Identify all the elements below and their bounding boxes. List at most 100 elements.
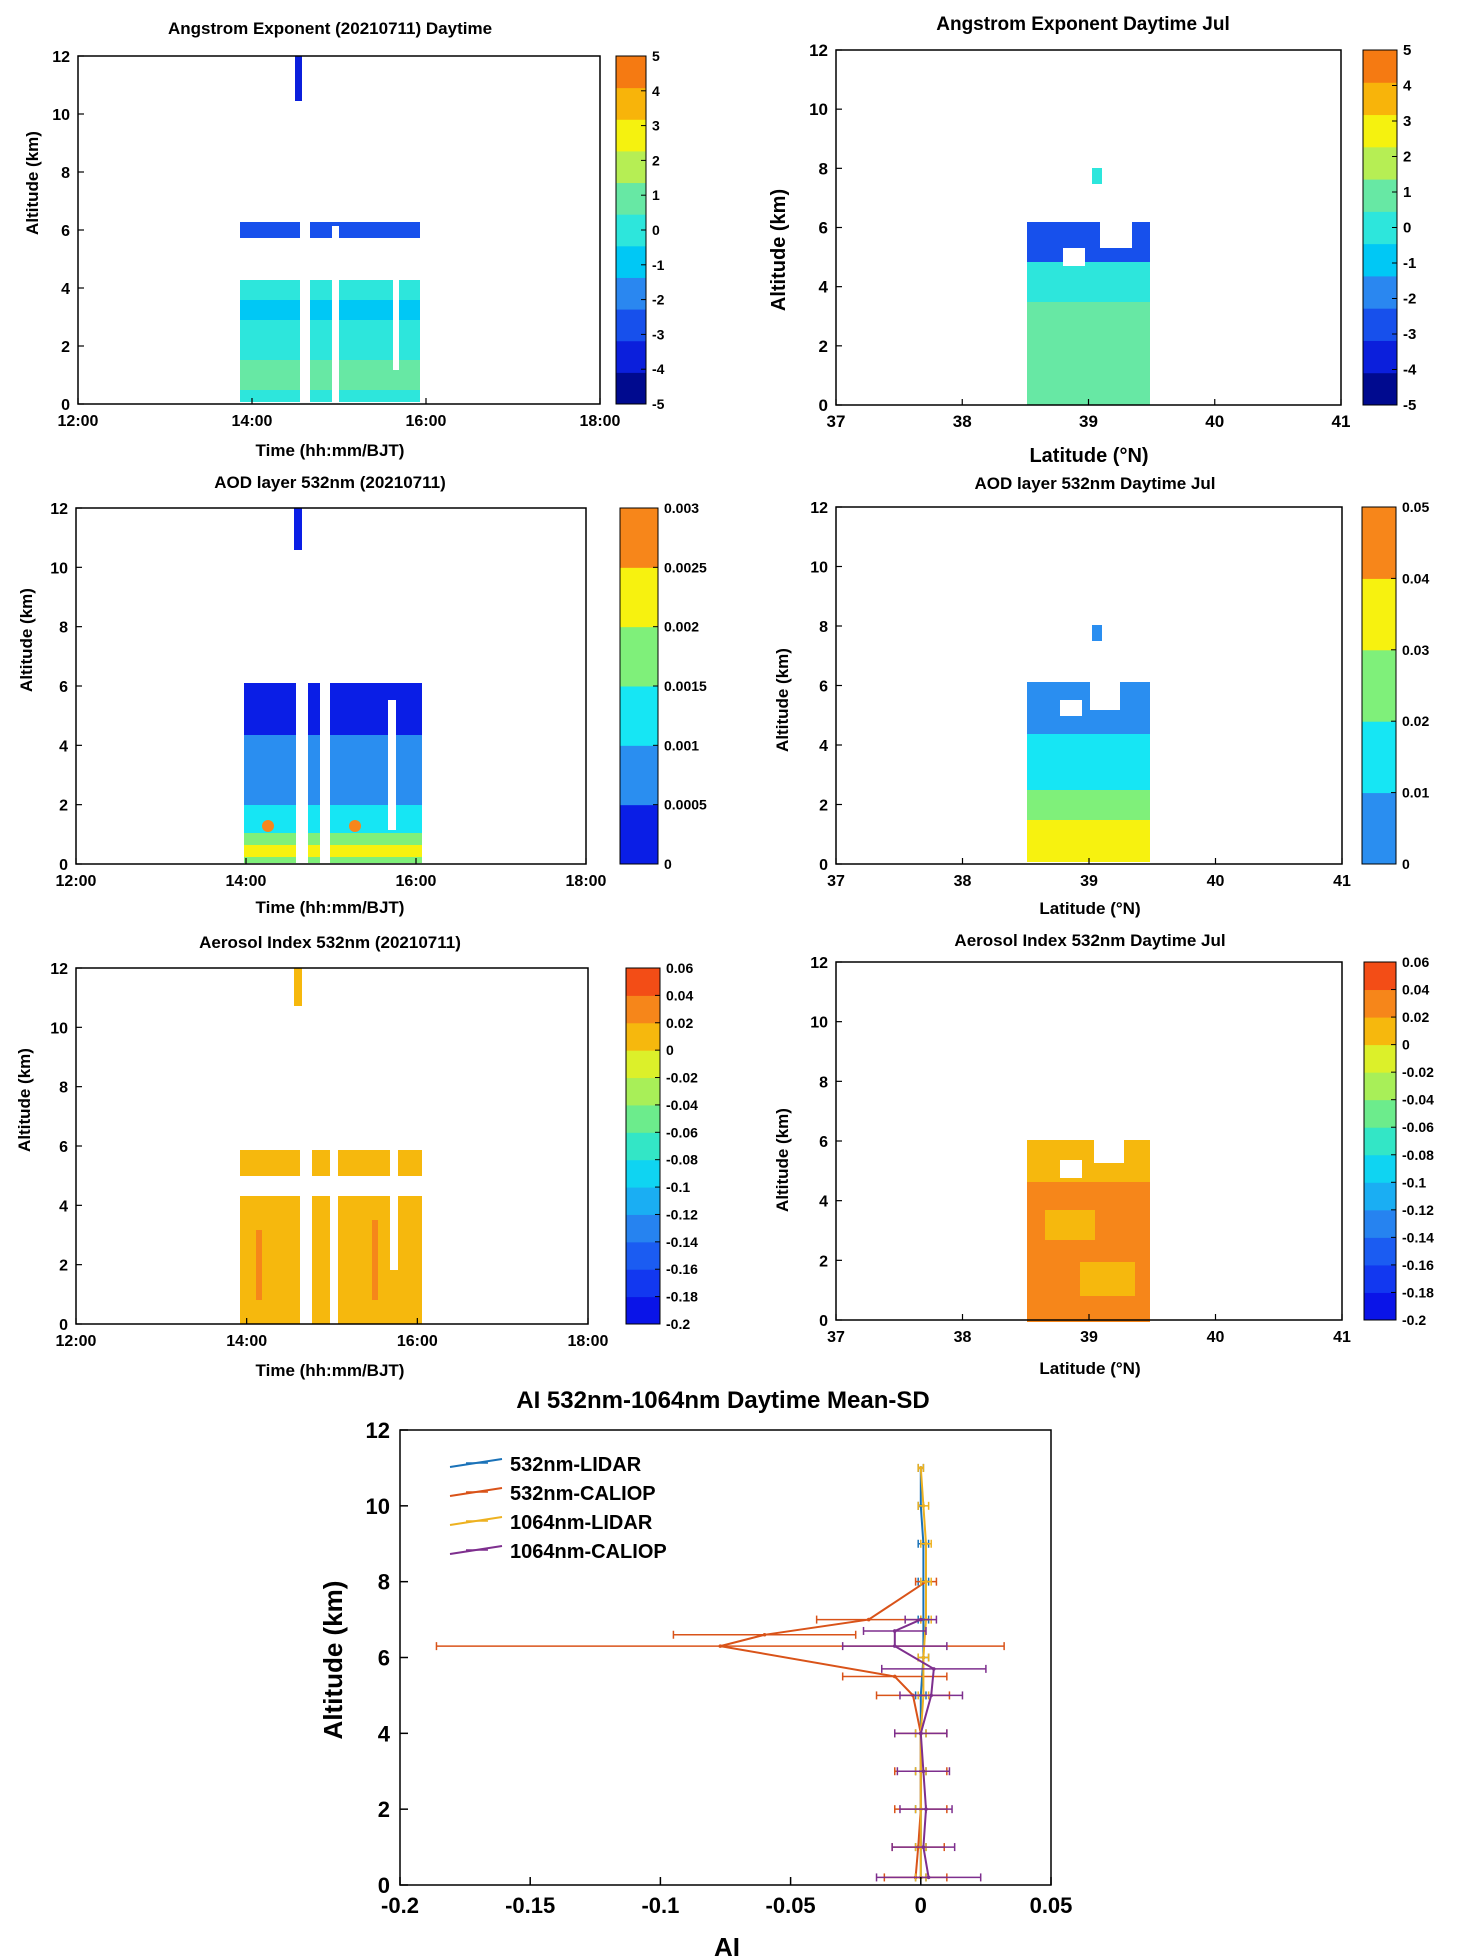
x-tick-label: 14:00: [226, 1333, 267, 1350]
colorbar-tick-label: -0.1: [1402, 1174, 1426, 1190]
colorbar-tick-label: -0.04: [666, 1097, 698, 1113]
field-lower-layer-mid: [240, 300, 420, 320]
colorbar-tick-label: -1: [1403, 255, 1416, 272]
colorbar-tick-label: -0.06: [666, 1124, 698, 1140]
heatmap-field: [240, 968, 422, 1324]
x-tick-label: 12:00: [56, 873, 97, 890]
y-tick-label: 4: [378, 1721, 391, 1746]
field-patch: [1045, 1210, 1095, 1240]
colorbar-tick-label: -0.18: [666, 1289, 698, 1305]
legend-label: 1064nm-CALIOP: [510, 1541, 667, 1563]
colorbar-segment: [626, 1077, 660, 1106]
field-streak: [372, 1220, 378, 1300]
axis-ticks: -0.2 -0.15 -0.1 -0.05 0 0.05 0 2 4 6 8 10 12: [366, 1418, 1073, 1918]
x-tick-label: 16:00: [397, 1333, 438, 1350]
panel-ai-day: Aerosol Index 532nm (20210711) Altitude …: [15, 933, 698, 1380]
colorbar-segment: [1363, 308, 1397, 341]
field-hole: [1090, 682, 1120, 710]
colorbar-tick-label: 0.06: [666, 960, 693, 976]
colorbar-tick-label: 1: [1403, 184, 1411, 201]
colorbar-tick-label: 0.001: [664, 737, 699, 753]
y-tick-label: 12: [810, 500, 828, 517]
colorbar-segment: [626, 1159, 660, 1188]
x-tick-label: -0.05: [766, 1893, 816, 1918]
field-streak: [256, 1230, 262, 1300]
colorbar-segment: [616, 150, 646, 184]
chart-title: Aerosol Index 532nm (20210711): [199, 933, 461, 952]
legend: 532nm-LIDAR 532nm-CALIOP 1064nm-LIDAR 1064n…: [449, 1454, 667, 1563]
colorbar-segment: [616, 340, 646, 373]
colorbar-tick-label: 0: [652, 222, 660, 238]
colorbar-segment: [1364, 1237, 1396, 1266]
y-tick-label: 0: [819, 857, 828, 874]
y-tick-label: 0: [61, 397, 70, 414]
y-tick-label: 12: [52, 49, 70, 66]
colorbar-tick-label: 0.04: [1402, 570, 1429, 586]
y-tick-label: 12: [366, 1418, 390, 1443]
x-tick-label: 38: [953, 412, 972, 431]
colorbar-tick-label: -2: [1403, 291, 1416, 308]
colorbar-segment: [1364, 989, 1396, 1018]
field-upper-layer: [1027, 682, 1150, 734]
x-tick-label: 14:00: [226, 873, 267, 890]
data-point: [924, 1807, 928, 1811]
data-point: [866, 1617, 871, 1622]
colorbar-segment: [616, 56, 646, 89]
x-tick-label: 38: [954, 1329, 972, 1346]
field-hole: [1063, 248, 1085, 266]
y-tick-label: 12: [50, 961, 68, 978]
field-hotspot: [262, 820, 274, 832]
x-tick-label: 39: [1080, 873, 1098, 890]
colorbar-segment: [1364, 1099, 1396, 1128]
colorbar-tick-label: 0.04: [1402, 982, 1429, 998]
y-tick-label: 4: [59, 738, 68, 755]
x-tick-label: 0: [915, 1893, 927, 1918]
colorbar-segment: [626, 1269, 660, 1298]
x-tick-label: 0.05: [1030, 1893, 1073, 1918]
field-lower-layer-green: [240, 360, 420, 390]
colorbar-tick-label: 3: [652, 118, 660, 134]
chart-title: AOD layer 532nm (20210711): [214, 473, 446, 492]
y-tick-label: 12: [50, 501, 68, 518]
colorbar-tick-label: 1: [652, 187, 660, 203]
x-axis-label: Latitude (°N): [1029, 445, 1148, 467]
heatmap-field: [1027, 625, 1150, 862]
colorbar-segment: [616, 182, 646, 215]
data-point: [921, 1845, 926, 1849]
y-tick-label: 4: [819, 278, 829, 297]
colorbar-tick-label: 0.0025: [664, 559, 707, 575]
colorbar-tick-label: 0: [1403, 220, 1411, 237]
y-tick-label: 0: [59, 857, 68, 874]
colorbar-segment: [626, 1132, 660, 1161]
colorbar: 0 0.0005 0.001 0.0015 0.002 0.0025 0.003: [619, 500, 707, 872]
colorbar-segment: [1364, 1017, 1396, 1046]
colorbar-tick-label: -0.02: [666, 1070, 698, 1086]
field-lower-layer-cyan: [1027, 262, 1150, 302]
colorbar-tick-label: -0.12: [666, 1206, 698, 1222]
series-layer: [435, 1463, 1005, 1882]
y-tick-label: 4: [819, 738, 828, 755]
heatmap-field: [1027, 1135, 1150, 1322]
x-tick-label: 18:00: [566, 873, 607, 890]
x-tick-label: 40: [1207, 873, 1225, 890]
x-axis-label: Time (hh:mm/BJT): [256, 898, 405, 917]
x-tick-label: 12:00: [56, 1333, 97, 1350]
y-axis-label: Altitude (km): [768, 189, 790, 311]
field-yellow-layer: [1027, 820, 1150, 862]
colorbar-tick-label: 0: [1402, 1037, 1410, 1053]
legend-label: 1064nm-LIDAR: [510, 1512, 653, 1534]
colorbar-segment: [626, 1214, 660, 1243]
chart-title: Angstrom Exponent (20210711) Daytime: [168, 19, 492, 38]
colorbar-tick-label: -0.06: [1402, 1119, 1434, 1135]
chart-title: AOD layer 532nm Daytime Jul: [975, 474, 1216, 493]
colorbar-tick-label: -2: [652, 292, 665, 308]
y-tick-label: 4: [59, 1198, 68, 1215]
colorbar-tick-label: 0.0015: [664, 678, 707, 694]
data-point: [921, 1504, 926, 1508]
field-surface-yellow: [244, 845, 422, 857]
colorbar-tick-label: -0.16: [1402, 1257, 1434, 1273]
colorbar-segment: [1364, 962, 1396, 991]
y-tick-label: 10: [52, 107, 70, 124]
y-tick-label: 0: [819, 1313, 828, 1330]
y-tick-label: 2: [819, 337, 828, 356]
